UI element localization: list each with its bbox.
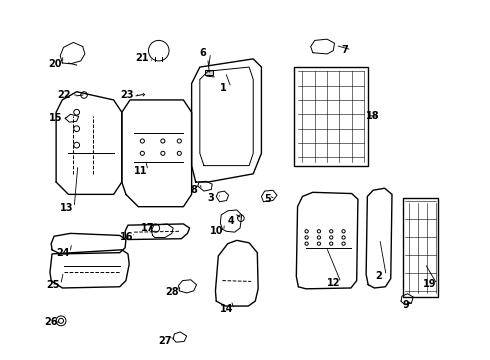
Text: 11: 11 (134, 166, 147, 176)
Bar (205, 70, 213, 75)
Text: 8: 8 (191, 185, 197, 195)
Text: 20: 20 (49, 59, 62, 69)
Text: 3: 3 (207, 193, 214, 203)
Text: 12: 12 (327, 278, 341, 288)
Text: 7: 7 (341, 45, 348, 55)
Bar (403, 198, 438, 297)
Text: 26: 26 (45, 318, 58, 328)
Text: 9: 9 (403, 300, 410, 310)
Text: 24: 24 (56, 248, 70, 258)
Text: 27: 27 (159, 336, 172, 346)
Text: 25: 25 (47, 280, 60, 290)
Text: 28: 28 (166, 287, 179, 297)
Text: 21: 21 (135, 53, 148, 63)
Text: 23: 23 (121, 90, 134, 100)
Text: 4: 4 (228, 216, 234, 226)
Text: 5: 5 (265, 194, 271, 204)
Text: 17: 17 (141, 223, 154, 233)
Text: 2: 2 (375, 271, 382, 281)
Text: 19: 19 (423, 279, 437, 289)
Text: 13: 13 (60, 203, 74, 212)
Text: 22: 22 (58, 90, 71, 100)
Text: 15: 15 (49, 113, 62, 123)
Text: 1: 1 (220, 82, 227, 93)
Text: 16: 16 (121, 233, 134, 243)
Text: 14: 14 (220, 304, 234, 314)
Text: 18: 18 (366, 111, 379, 121)
Text: 6: 6 (200, 48, 206, 58)
Text: 10: 10 (210, 226, 223, 236)
Bar (294, 67, 368, 166)
